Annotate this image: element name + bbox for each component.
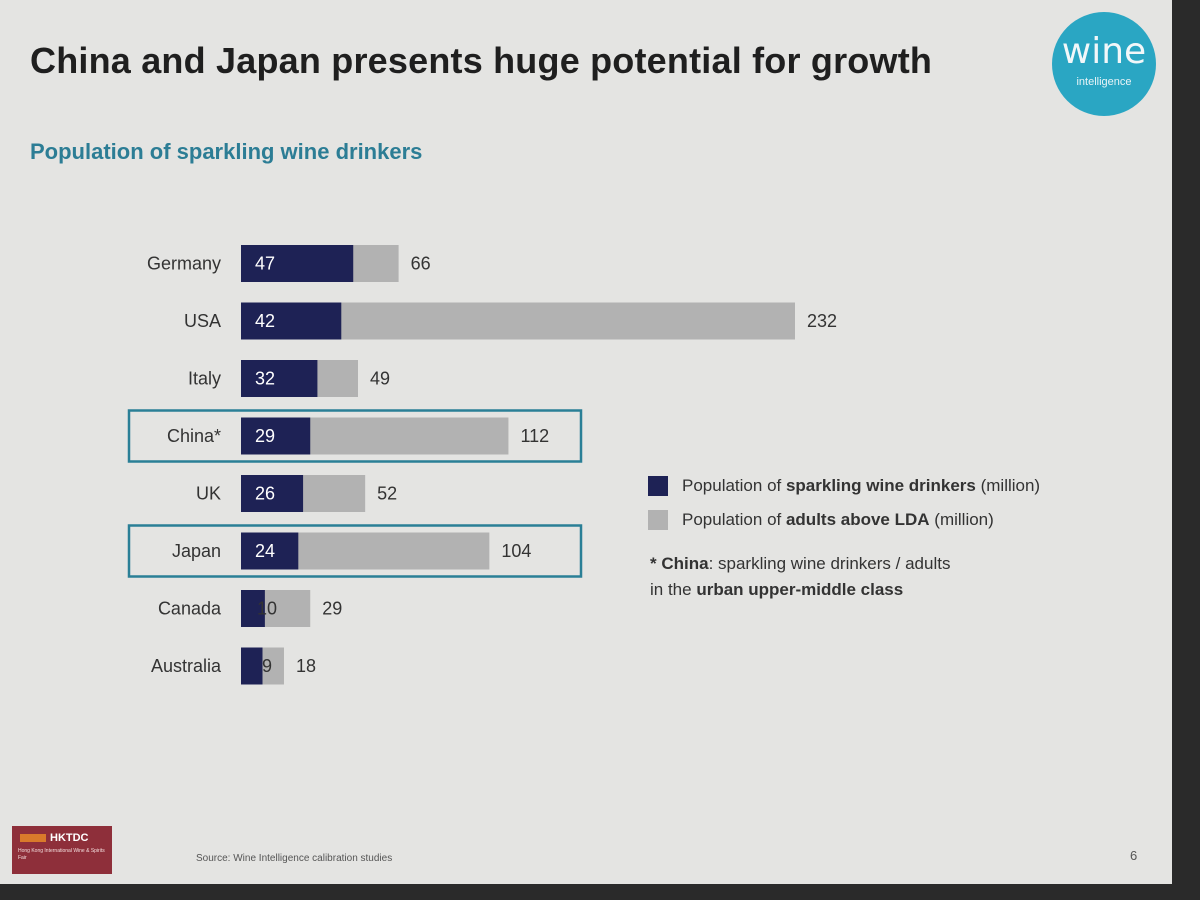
category-label-germany: Germany [147, 254, 221, 274]
value-label-adults-germany: 66 [411, 254, 431, 274]
slide: China and Japan presents huge potential … [0, 0, 1172, 884]
highlight-box-china [127, 409, 583, 463]
logo-subtext: intelligence [1076, 76, 1132, 88]
value-label-adults-canada: 29 [322, 599, 342, 619]
wine-intelligence-logo: wine intelligence [1052, 12, 1156, 116]
bar-drinkers-italy [241, 360, 318, 397]
value-label-adults-australia: 18 [296, 656, 316, 676]
legend-item-drinkers: Population of sparkling wine drinkers (m… [648, 474, 1148, 508]
legend-item-adults: Population of adults above LDA (million) [648, 508, 1148, 542]
hktdc-subtext: Hong Kong International Wine & Spirits F… [18, 848, 105, 861]
bar-drinkers-japan [241, 532, 299, 570]
category-label-italy: Italy [188, 369, 221, 389]
footnote-line-1: * China: sparkling wine drinkers / adult… [650, 554, 951, 573]
value-label-adults-uk: 52 [377, 484, 397, 504]
legend-swatch-adults [648, 510, 668, 530]
bar-drinkers-usa [241, 302, 342, 340]
value-label-drinkers-canada: 10 [257, 599, 277, 619]
highlight-box-japan [127, 524, 583, 578]
value-label-adults-japan: 104 [501, 541, 531, 561]
category-label-usa: USA [184, 311, 221, 331]
value-label-adults-china: 112 [520, 426, 549, 446]
value-label-drinkers-uk: 26 [255, 484, 275, 504]
source-note: Source: Wine Intelligence calibration st… [196, 853, 393, 864]
category-label-japan: Japan [172, 541, 221, 561]
hktdc-mark-icon [20, 834, 46, 842]
value-label-drinkers-australia: 9 [262, 656, 272, 676]
value-label-drinkers-usa: 42 [255, 311, 275, 331]
value-label-drinkers-germany: 47 [255, 254, 275, 274]
hktdc-logo: HKTDC Hong Kong International Wine & Spi… [12, 826, 112, 874]
bar-drinkers-germany [241, 245, 354, 282]
bar-drinkers-australia [241, 647, 263, 685]
page-number: 6 [1130, 848, 1138, 863]
bar-drinkers-china [241, 417, 311, 455]
chart-legend: Population of sparkling wine drinkers (m… [648, 474, 1148, 542]
value-label-drinkers-japan: 24 [255, 541, 275, 561]
bar-drinkers-canada [241, 590, 265, 627]
value-label-adults-italy: 49 [370, 369, 390, 389]
category-label-canada: Canada [158, 599, 222, 619]
category-label-australia: Australia [151, 656, 222, 676]
bar-chart: Germany 47 66 USA 42 232 Italy 32 49 China* 29 112 U… [127, 245, 837, 685]
category-label-uk: UK [196, 484, 221, 504]
legend-label-drinkers: Population of sparkling wine drinkers (m… [682, 476, 1041, 495]
value-label-drinkers-china: 29 [255, 426, 275, 446]
value-label-drinkers-italy: 32 [255, 369, 275, 389]
footnote-line-2: in the urban upper-middle class [650, 580, 904, 599]
chart-subtitle: Population of sparkling wine drinkers [30, 139, 423, 164]
hktdc-name: HKTDC [50, 832, 89, 844]
china-footnote: * China: sparkling wine drinkers / adult… [650, 551, 1070, 603]
logo-word: wine [1061, 31, 1147, 72]
category-label-china: China* [167, 426, 221, 446]
legend-label-adults: Population of adults above LDA (million) [682, 510, 994, 529]
legend-swatch-drinkers [648, 476, 668, 496]
slide-title: China and Japan presents huge potential … [30, 40, 933, 81]
value-label-adults-usa: 232 [807, 311, 837, 331]
bar-drinkers-uk [241, 475, 304, 512]
